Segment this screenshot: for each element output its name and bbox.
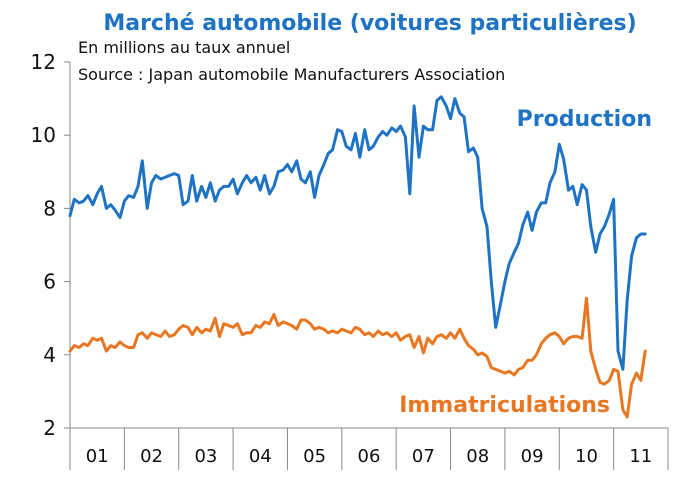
x-tick-label: 04 (249, 446, 272, 467)
x-tick-label: 11 (629, 446, 652, 467)
x-tick-label: 02 (140, 446, 163, 467)
x-tick-label: 08 (466, 446, 489, 467)
x-tick-label: 07 (412, 446, 435, 467)
x-tick-label: 10 (575, 446, 598, 467)
chart-note-source: Source : Japan automobile Manufacturers … (78, 65, 505, 84)
y-tick-label: 2 (43, 416, 56, 440)
y-tick-label: 8 (43, 196, 56, 220)
y-tick-label: 4 (43, 343, 56, 367)
chart-title: Marché automobile (voitures particulière… (103, 11, 636, 36)
x-tick-label: 01 (86, 446, 109, 467)
series-label-immatriculations: Immatriculations (399, 393, 610, 418)
x-tick-label: 05 (303, 446, 326, 467)
series-lines (68, 95, 647, 419)
y-tick-label: 6 (43, 270, 56, 294)
y-tick-label: 10 (31, 123, 56, 147)
x-axis: 01 02 03 04 05 06 07 08 09 10 11 (69, 427, 669, 470)
series-line-immatriculations (68, 296, 647, 419)
chart-note-unit: En millions au taux annuel (78, 38, 290, 57)
x-tick-label: 09 (521, 446, 544, 467)
series-line-production (68, 95, 647, 371)
x-tick-label: 06 (358, 446, 381, 467)
x-tick-label: 03 (194, 446, 217, 467)
y-tick-label: 12 (31, 50, 56, 74)
series-label-production: Production (517, 107, 652, 132)
y-axis: 2 4 6 8 10 12 (31, 50, 71, 470)
